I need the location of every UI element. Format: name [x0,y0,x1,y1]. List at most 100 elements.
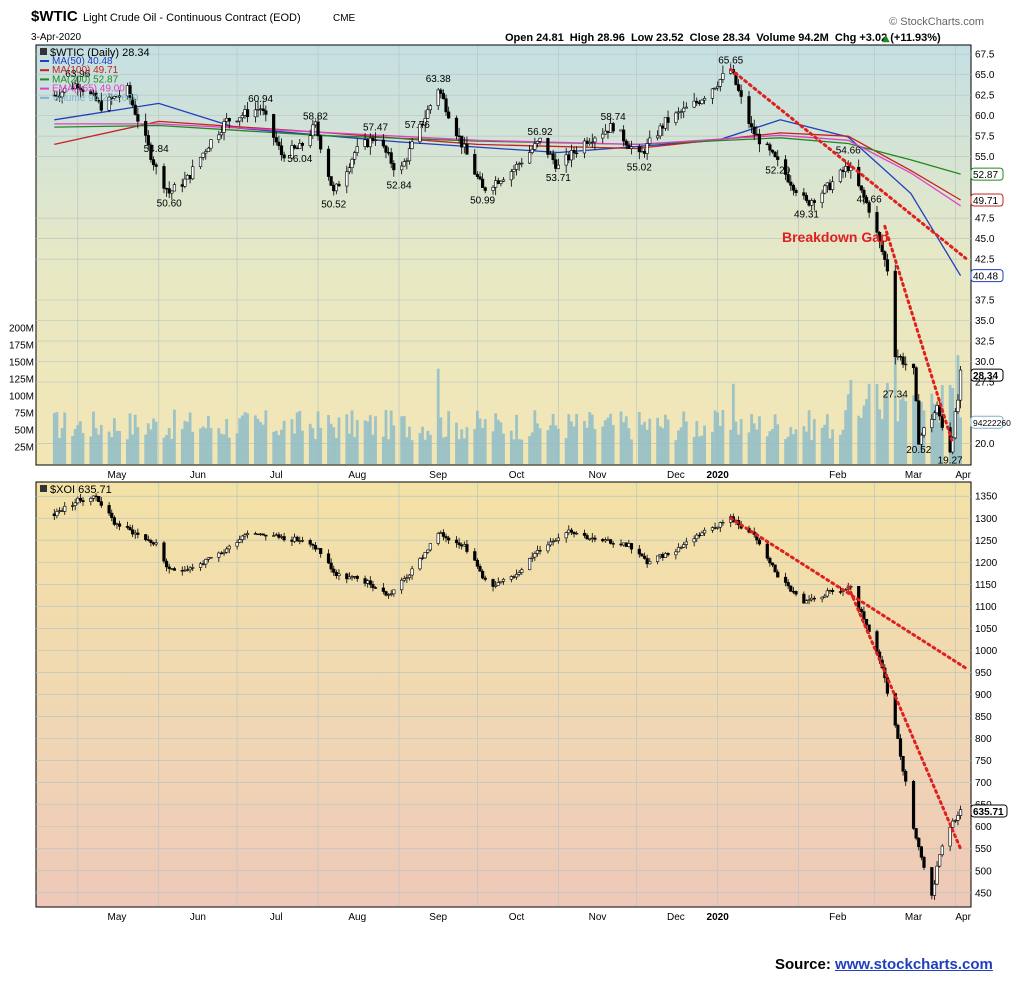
p2-candle-body-178 [700,532,704,536]
p1-candle-body-240 [930,419,934,429]
volume-bar-138 [554,425,558,464]
volume-tick-4: 125M [9,375,34,386]
p1-candle-body-192 [752,126,756,135]
p2-candle-body-138 [554,540,558,542]
volume-bar-174 [684,421,688,464]
p2-candle-body-26 [146,539,150,541]
p1-candle-body-1 [55,94,59,97]
p2-candle-body-59 [264,534,268,537]
p1-ytick-5: 37.5 [975,296,995,307]
p2-xtick-6: Nov [589,912,607,923]
volume-bar-1 [55,412,59,464]
p2-candle-body-214 [830,590,835,592]
p2-candle-body-97 [405,577,409,579]
p1-xtick-1: Jun [190,470,206,481]
p2-candle-body-132 [533,553,537,558]
p1-candle-body-196 [768,144,772,151]
p2-candle-body-151 [603,539,607,542]
volume-bar-81 [348,433,351,464]
p2-candle-body-136 [548,541,553,546]
legend-item-3: EMA(165) 49.00 [52,84,125,95]
p1-candle-body-199 [776,156,780,160]
volume-bar-95 [400,416,404,464]
value-box-2 [970,269,1004,283]
p2-candle-body-8 [78,497,82,501]
p2-candle-body-177 [697,534,701,537]
p1-candle-body-204 [794,189,798,193]
volume-bar-204 [794,429,798,464]
p1-candle-body-118 [481,178,485,188]
p1-candle-body-63 [279,145,284,156]
p2-candle-body-27 [149,540,153,543]
p2-candle-body-170 [674,551,678,556]
volume-bar-143 [572,426,576,464]
p2-candle-body-11 [91,495,96,499]
p1-ytick-10: 57.5 [975,132,995,143]
p2-candle-body-232 [898,738,903,757]
source-link[interactable]: www.stockcharts.com [835,956,993,973]
value-label-0: 52.87 [973,170,998,181]
p1-candle-body-10 [89,91,93,95]
p1-candle-body-117 [478,176,482,180]
volume-bar-65 [290,419,294,464]
p2-candle-body-130 [528,558,532,571]
volume-bar-212 [825,414,829,464]
volume-bar-70 [308,423,312,464]
volume-bar-87 [368,415,372,464]
p1-candle-body-205 [802,192,806,196]
p1-candle-body-235 [911,363,916,368]
p1-candle-body-27 [149,144,153,160]
p2-candle-body-14 [99,501,103,506]
value-label-3: 28.34 [973,371,998,382]
volume-bar-164 [648,418,652,464]
volume-bar-61 [274,430,278,464]
p1-candle-body-207 [807,200,811,206]
volume-bar-171 [677,430,680,464]
p2-candle-body-202 [789,585,793,592]
p2-candle-body-134 [538,550,542,552]
p1-candle-body-241 [932,412,937,420]
p2-candle-body-52 [240,535,244,540]
volume-bar-43 [206,416,210,464]
p2-candle-body-28 [151,542,156,545]
p1-candle-body-60 [272,114,276,138]
p2-candle-body-131 [530,556,534,559]
volume-bar-67 [295,412,299,464]
p2-candle-body-33 [170,568,174,570]
volume-bar-196 [768,431,772,464]
volume-bar-77 [332,427,336,464]
p2-candle-body-93 [389,593,393,595]
volume-bar-42 [204,428,208,464]
volume-bar-35 [180,429,184,464]
volume-bar-36 [183,420,187,464]
price-label-4: 56.04 [287,154,312,165]
p1-candle-body-48 [225,118,229,122]
volume-bar-80 [345,414,349,464]
p1-candle-body-135 [546,137,550,155]
volume-bar-107 [442,437,445,464]
p1-candle-body-158 [627,144,631,149]
p2-candle-body-221 [859,608,863,612]
p2-candle-body-12 [94,495,98,498]
p1-candle-body-115 [473,154,477,175]
p1-candle-body-216 [841,169,845,173]
p1-candle-body-221 [859,185,863,191]
volume-bar-15 [107,431,111,464]
p1-candle-body-234 [904,363,908,366]
volume-bar-190 [747,432,751,464]
volume-bar-144 [575,413,579,464]
p1-candle-body-172 [679,111,683,113]
p1-candle-body-43 [206,147,210,152]
volume-bar-128 [517,439,521,464]
volume-bar-168 [664,414,667,464]
volume-bar-56 [256,418,260,464]
volume-bar-176 [695,421,699,464]
p2-ytick-5: 700 [975,778,992,789]
p1-candle-body-21 [128,85,132,98]
price-label-20: 48.66 [857,195,882,206]
p2-candle-body-77 [332,568,336,573]
p1-candle-body-40 [198,157,203,168]
price-label-7: 50.52 [321,199,346,210]
p1-candle-body-190 [747,96,751,124]
